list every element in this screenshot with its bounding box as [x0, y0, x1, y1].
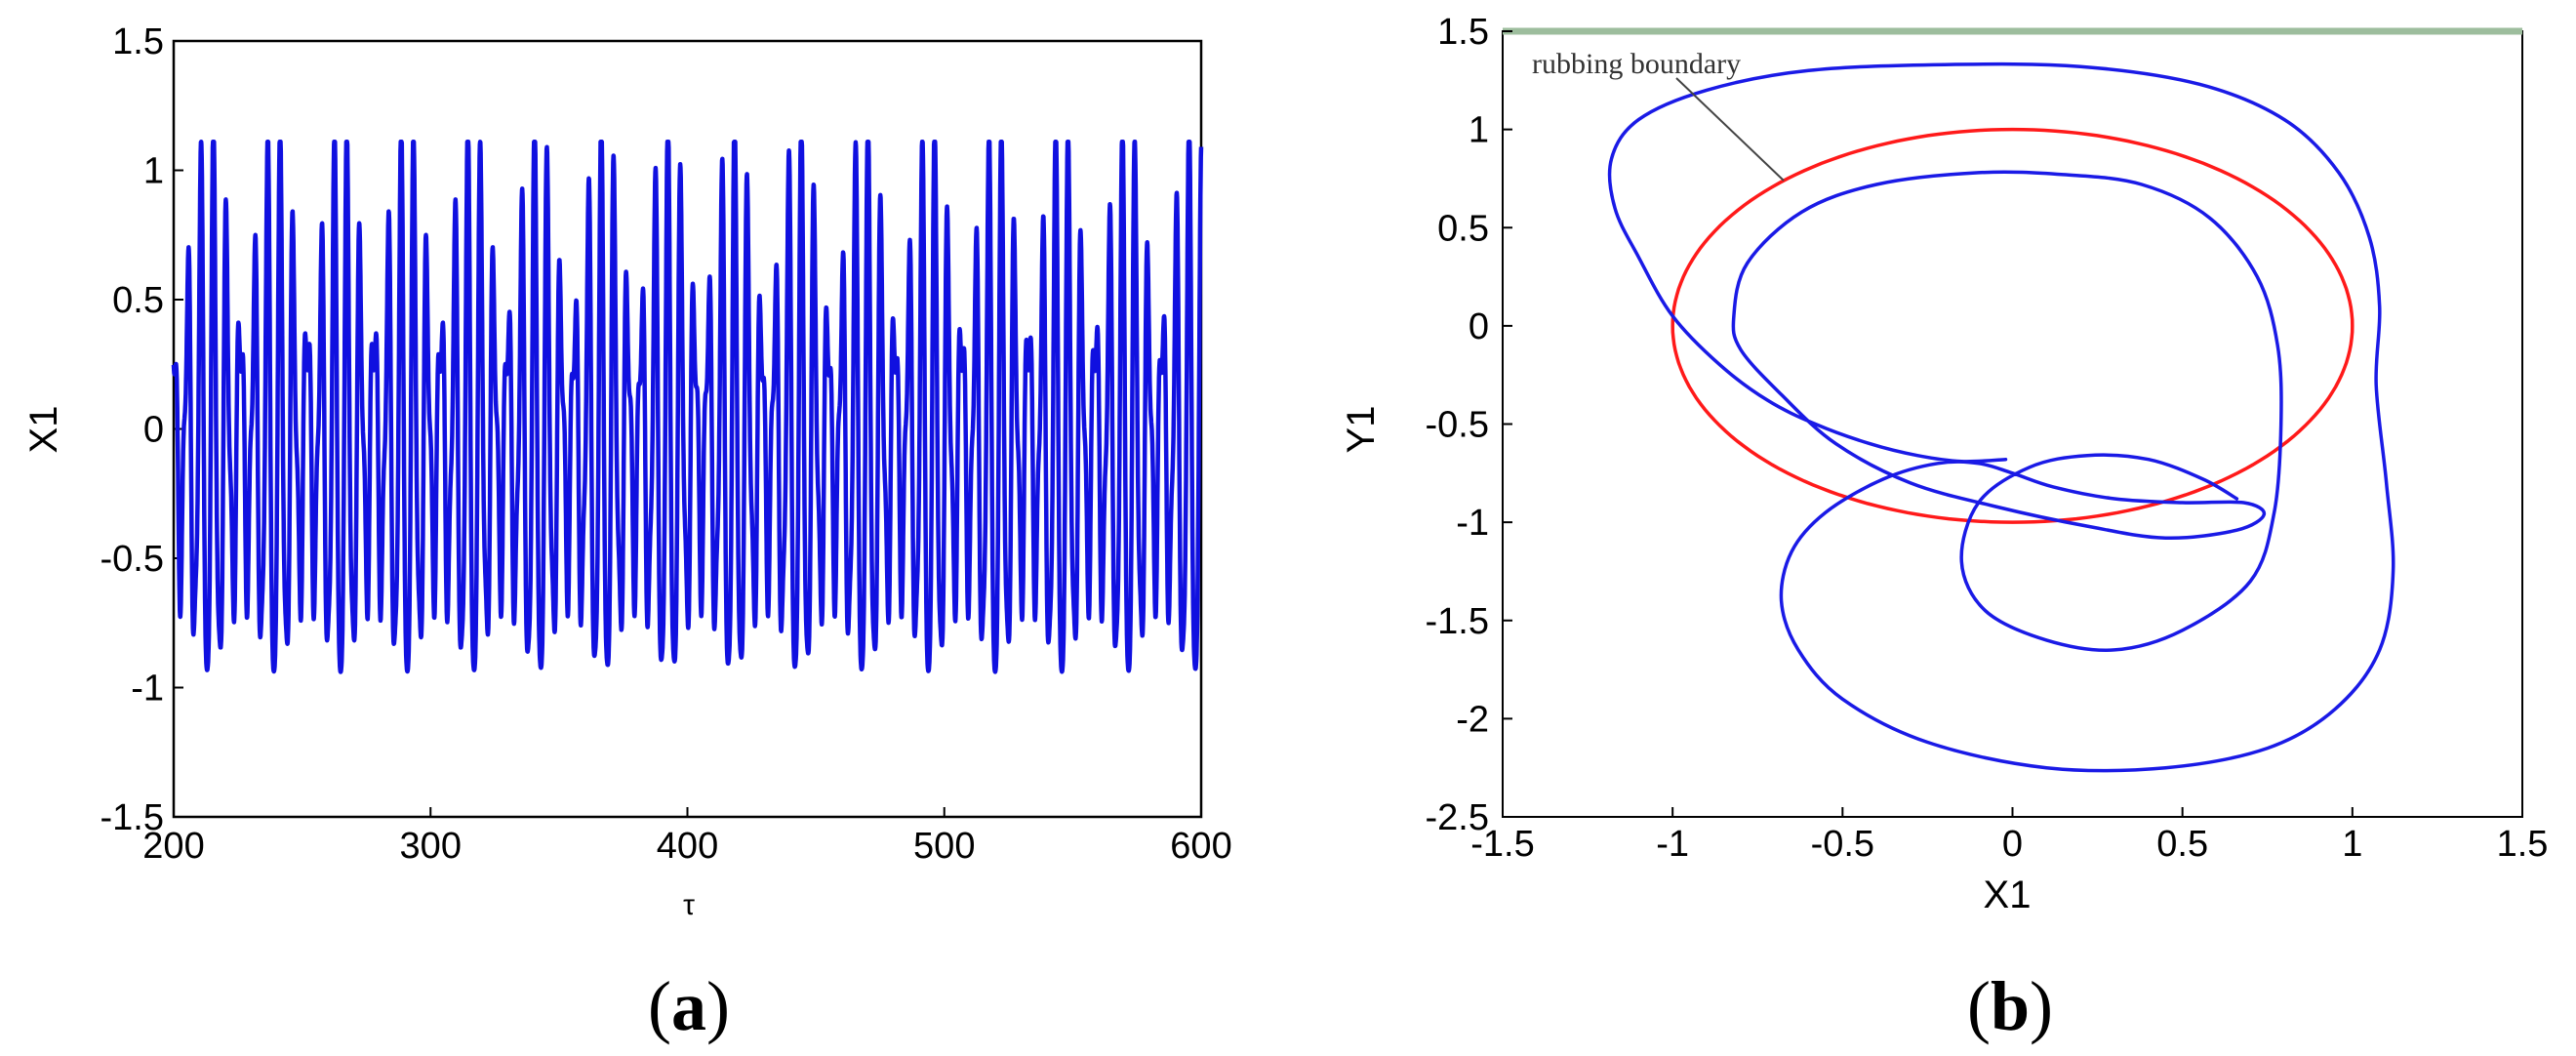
panel-a-xtick-label: 600 [1170, 826, 1231, 867]
panel-a-ytick-label: -0.5 [101, 539, 164, 580]
panel-a-chart: 200 300 400 500 600 1.5 1 0.5 0 -0.5 -1 -1.5 X1 τ [22, 21, 1232, 921]
panel-b-xtick-label: 0 [2002, 824, 2023, 865]
panel-b-chart: -1.5 -1 -0.5 0 0.5 1 1.5 1.5 1 0.5 0 -0.5 -1 -1.5 -2 -2… [1340, 12, 2548, 916]
panel-a-xtick-label: 200 [142, 826, 204, 867]
panel-b-xlabel: X1 [1984, 873, 2032, 916]
panel-b-ytick-label: -1 [1456, 503, 1489, 544]
panel-b-ytick-label: 0 [1469, 306, 1489, 347]
panel-b-ytick-label: -0.5 [1426, 405, 1489, 446]
panel-b-xtick-label: 0.5 [2156, 824, 2208, 865]
panel-b-xtick-label: 1 [2342, 824, 2362, 865]
panel-b-annotation-leader [1675, 77, 1785, 182]
panel-b-ytick-label: -2 [1456, 699, 1489, 740]
panel-b-ticks: -1.5 -1 -0.5 0 0.5 1 1.5 1.5 1 0.5 0 -0.5 -1 -1.5 -2 -2… [1426, 12, 2549, 865]
panel-b-annotation: rubbing boundary [1532, 48, 1741, 80]
panel-a-ytick-label: 0 [143, 410, 164, 451]
panel-b-xtick-label: -0.5 [1811, 824, 1874, 865]
panel-b-ytick-label: -1.5 [1426, 601, 1489, 642]
panel-b-ytick-label: -2.5 [1426, 797, 1489, 838]
panel-b-ylabel: Y1 [1340, 406, 1383, 454]
panel-b-plot-frame [1502, 30, 2523, 818]
svg-text:(a): (a) [648, 967, 730, 1045]
panel-a-xtick-label: 500 [913, 826, 975, 867]
panel-b-rubbing-boundary-circle [1670, 127, 2355, 524]
caption-a: (a) [648, 967, 730, 1045]
panel-b-ytick-label: 1.5 [1437, 12, 1489, 53]
panel-b-trajectory-line [1607, 61, 2395, 773]
panel-a-ytick-label: -1 [131, 669, 164, 710]
panel-b-xtick-label: -1 [1656, 824, 1689, 865]
panel-a-ytick-label: 0.5 [112, 280, 164, 321]
panel-a-ylabel: X1 [22, 406, 65, 454]
caption-b-letter: b [1991, 967, 2030, 1045]
caption-a-letter: a [671, 967, 706, 1045]
panel-a-ytick-label: -1.5 [101, 797, 164, 838]
panel-a-ytick-label: 1 [143, 151, 164, 192]
panel-a-ticks: 200 300 400 500 600 1.5 1 0.5 0 -0.5 -1 -1.5 [101, 21, 1232, 867]
panel-b-ytick-label: 1 [1469, 110, 1489, 151]
panel-a-x1-series-line [171, 140, 1204, 674]
svg-text:(b): (b) [1967, 967, 2053, 1045]
panel-a-ytick-label: 1.5 [112, 21, 164, 62]
panel-b-xtick-label: -1.5 [1470, 824, 1534, 865]
panel-a-xtick-label: 300 [400, 826, 462, 867]
panel-b-ytick-label: 0.5 [1437, 208, 1489, 249]
caption-b: (b) [1967, 967, 2053, 1045]
panel-b-xtick-label: 1.5 [2497, 824, 2549, 865]
panel-a-xtick-label: 400 [657, 826, 718, 867]
panel-a-xlabel: τ [683, 889, 695, 921]
